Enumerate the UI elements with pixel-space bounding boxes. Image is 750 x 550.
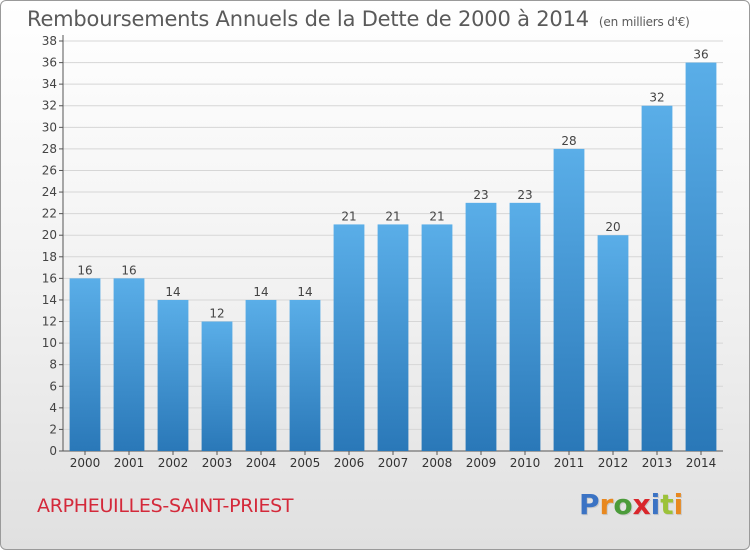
y-tick-label: 28 [42, 142, 57, 156]
commune-name: ARPHEUILLES-SAINT-PRIEST [37, 495, 294, 517]
bar [641, 105, 673, 451]
y-tick-label: 18 [42, 250, 57, 264]
y-tick-label: 0 [49, 444, 57, 458]
proxiti-logo: Proxiti [579, 488, 683, 521]
bar [377, 224, 409, 451]
logo-letter: r [599, 488, 614, 521]
x-tick-label: 2013 [642, 456, 673, 470]
data-label: 20 [605, 220, 620, 234]
data-label: 23 [473, 188, 488, 202]
x-tick-label: 2008 [422, 456, 453, 470]
bar [69, 278, 101, 451]
y-tick-label: 22 [42, 207, 57, 221]
y-tick-label: 32 [42, 99, 57, 113]
x-tick-label: 2011 [554, 456, 585, 470]
data-label: 36 [693, 48, 708, 62]
bar [333, 224, 365, 451]
y-tick-label: 34 [42, 77, 57, 91]
chart-title: Remboursements Annuels de la Dette de 20… [27, 7, 690, 31]
y-tick-label: 14 [42, 293, 57, 307]
data-label: 21 [341, 209, 356, 223]
data-label: 16 [77, 263, 92, 277]
data-label: 21 [385, 209, 400, 223]
x-tick-label: 2000 [70, 456, 101, 470]
bar [113, 278, 145, 451]
y-tick-label: 8 [49, 358, 57, 372]
x-tick-label: 2009 [466, 456, 497, 470]
data-label: 28 [561, 134, 576, 148]
y-tick-label: 16 [42, 271, 57, 285]
data-label: 21 [429, 209, 444, 223]
y-tick-label: 4 [49, 401, 57, 415]
bar [509, 202, 541, 451]
x-tick-label: 2006 [334, 456, 365, 470]
y-tick-label: 24 [42, 185, 57, 199]
logo-letter: x [632, 488, 651, 521]
x-tick-label: 2007 [378, 456, 409, 470]
y-tick-label: 10 [42, 336, 57, 350]
x-tick-label: 2010 [510, 456, 541, 470]
logo-letter: t [660, 488, 674, 521]
y-tick-label: 30 [42, 120, 57, 134]
bar [245, 299, 277, 451]
y-tick-label: 36 [42, 56, 57, 70]
y-tick-label: 26 [42, 163, 57, 177]
bar [465, 202, 497, 451]
data-label: 14 [297, 285, 312, 299]
data-label: 32 [649, 91, 664, 105]
chart-unit: (en milliers d'€) [598, 15, 690, 29]
data-label: 14 [253, 285, 268, 299]
x-tick-label: 2005 [290, 456, 321, 470]
x-tick-label: 2001 [114, 456, 145, 470]
bar [289, 299, 321, 451]
y-tick-label: 2 [49, 422, 57, 436]
data-label: 16 [121, 263, 136, 277]
y-tick-label: 12 [42, 315, 57, 329]
y-tick-label: 38 [42, 34, 57, 48]
logo-letter: i [650, 488, 661, 521]
x-tick-label: 2002 [158, 456, 189, 470]
bar [421, 224, 453, 451]
y-tick-label: 20 [42, 228, 57, 242]
x-tick-label: 2004 [246, 456, 277, 470]
logo-letter: P [579, 488, 600, 521]
data-label: 23 [517, 188, 532, 202]
data-label: 14 [165, 285, 180, 299]
bar [201, 321, 233, 451]
logo-letter: i [673, 488, 684, 521]
bar [685, 62, 717, 451]
bar [553, 148, 585, 452]
bar [597, 235, 629, 451]
x-tick-label: 2014 [686, 456, 717, 470]
x-tick-label: 2012 [598, 456, 629, 470]
logo-letter: o [613, 488, 633, 521]
y-tick-label: 6 [49, 379, 57, 393]
bar [157, 299, 189, 451]
x-tick-label: 2003 [202, 456, 233, 470]
chart-title-text: Remboursements Annuels de la Dette de 20… [27, 7, 589, 31]
data-label: 12 [209, 307, 224, 321]
